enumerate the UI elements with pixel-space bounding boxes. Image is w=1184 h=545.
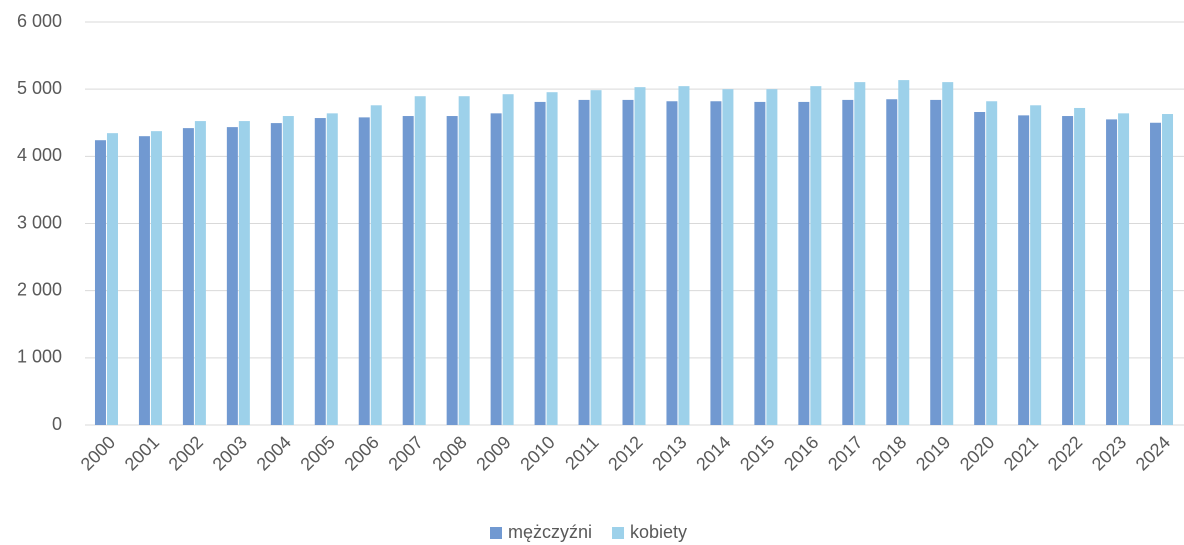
- bar: [1074, 107, 1086, 426]
- legend-swatch: [612, 527, 625, 539]
- bar: [314, 118, 326, 425]
- bar: [1162, 114, 1174, 425]
- bar: [986, 101, 998, 426]
- y-tick-label: 6 000: [17, 11, 62, 31]
- bar: [446, 116, 458, 426]
- bar: [578, 99, 590, 425]
- bar: [282, 116, 294, 426]
- bar: [622, 99, 634, 425]
- x-tick-label: 2012: [604, 432, 646, 474]
- bar: [754, 101, 766, 425]
- bar: [1106, 119, 1118, 426]
- bar: [490, 113, 502, 425]
- legend-swatch: [490, 527, 502, 539]
- bar: [502, 94, 514, 426]
- y-tick-label: 5 000: [17, 78, 62, 98]
- bar: [534, 101, 546, 425]
- bar: [358, 117, 370, 426]
- x-tick-label: 2000: [77, 432, 119, 474]
- bar: [590, 90, 602, 425]
- bar: [1062, 116, 1074, 426]
- bar: [458, 96, 470, 425]
- bar: [666, 101, 678, 426]
- bar: [138, 136, 150, 425]
- x-tick-label: 2010: [516, 432, 558, 474]
- x-tick-label: 2004: [253, 432, 295, 474]
- bar: [270, 123, 282, 426]
- bar: [238, 121, 250, 425]
- bar: [974, 112, 986, 426]
- bar: [94, 140, 106, 426]
- x-tick-label: 2005: [297, 432, 339, 474]
- x-tick-label: 2013: [648, 432, 690, 474]
- x-tick-label: 2020: [956, 432, 998, 474]
- bar: [898, 80, 910, 425]
- bar: [106, 133, 118, 425]
- y-tick-label: 4 000: [17, 145, 62, 165]
- x-tick-label: 2022: [1044, 432, 1086, 474]
- x-tick-label: 2019: [912, 432, 954, 474]
- bar: [414, 96, 426, 425]
- x-tick-label: 2009: [472, 432, 514, 474]
- x-tick-label: 2002: [165, 432, 207, 474]
- x-tick-label: 2024: [1132, 432, 1174, 474]
- bar: [930, 99, 942, 425]
- y-tick-label: 2 000: [17, 279, 62, 299]
- x-tick-label: 2021: [1000, 432, 1042, 474]
- bar: [150, 131, 162, 426]
- bar: [634, 87, 646, 425]
- x-tick-label: 2014: [692, 432, 734, 474]
- bar: [886, 99, 898, 425]
- x-tick-label: 2016: [780, 432, 822, 474]
- bar: [710, 101, 722, 426]
- bar: [1118, 113, 1130, 425]
- bar: [722, 89, 734, 426]
- bar: [810, 86, 822, 425]
- x-tick-label: 2017: [824, 432, 866, 474]
- bar: [942, 82, 954, 425]
- y-tick-label: 1 000: [17, 347, 62, 367]
- x-tick-label: 2015: [736, 432, 778, 474]
- bar: [798, 101, 810, 425]
- bar: [326, 113, 338, 425]
- bar: [370, 105, 382, 425]
- bar: [1030, 105, 1042, 425]
- bar: [226, 127, 238, 425]
- bar: [546, 92, 558, 426]
- bar: [678, 86, 690, 425]
- y-tick-label: 3 000: [17, 212, 62, 232]
- bar: [854, 82, 866, 425]
- bar: [842, 99, 854, 425]
- x-tick-label: 2023: [1088, 432, 1130, 474]
- bar: [402, 116, 414, 426]
- y-tick-label: 0: [52, 414, 62, 434]
- x-tick-label: 2006: [340, 432, 382, 474]
- legend-label: kobiety: [630, 522, 687, 542]
- bar: [194, 121, 206, 425]
- x-tick-label: 2008: [428, 432, 470, 474]
- x-tick-label: 2003: [209, 432, 251, 474]
- bar: [1150, 122, 1162, 425]
- x-tick-label: 2018: [868, 432, 910, 474]
- x-tick-label: 2007: [384, 432, 426, 474]
- x-tick-label: 2011: [561, 432, 603, 474]
- x-tick-label: 2001: [121, 432, 163, 474]
- legend-label: mężczyźni: [508, 522, 592, 542]
- bar: [182, 128, 194, 425]
- bar: [766, 89, 778, 426]
- bar: [1018, 115, 1030, 425]
